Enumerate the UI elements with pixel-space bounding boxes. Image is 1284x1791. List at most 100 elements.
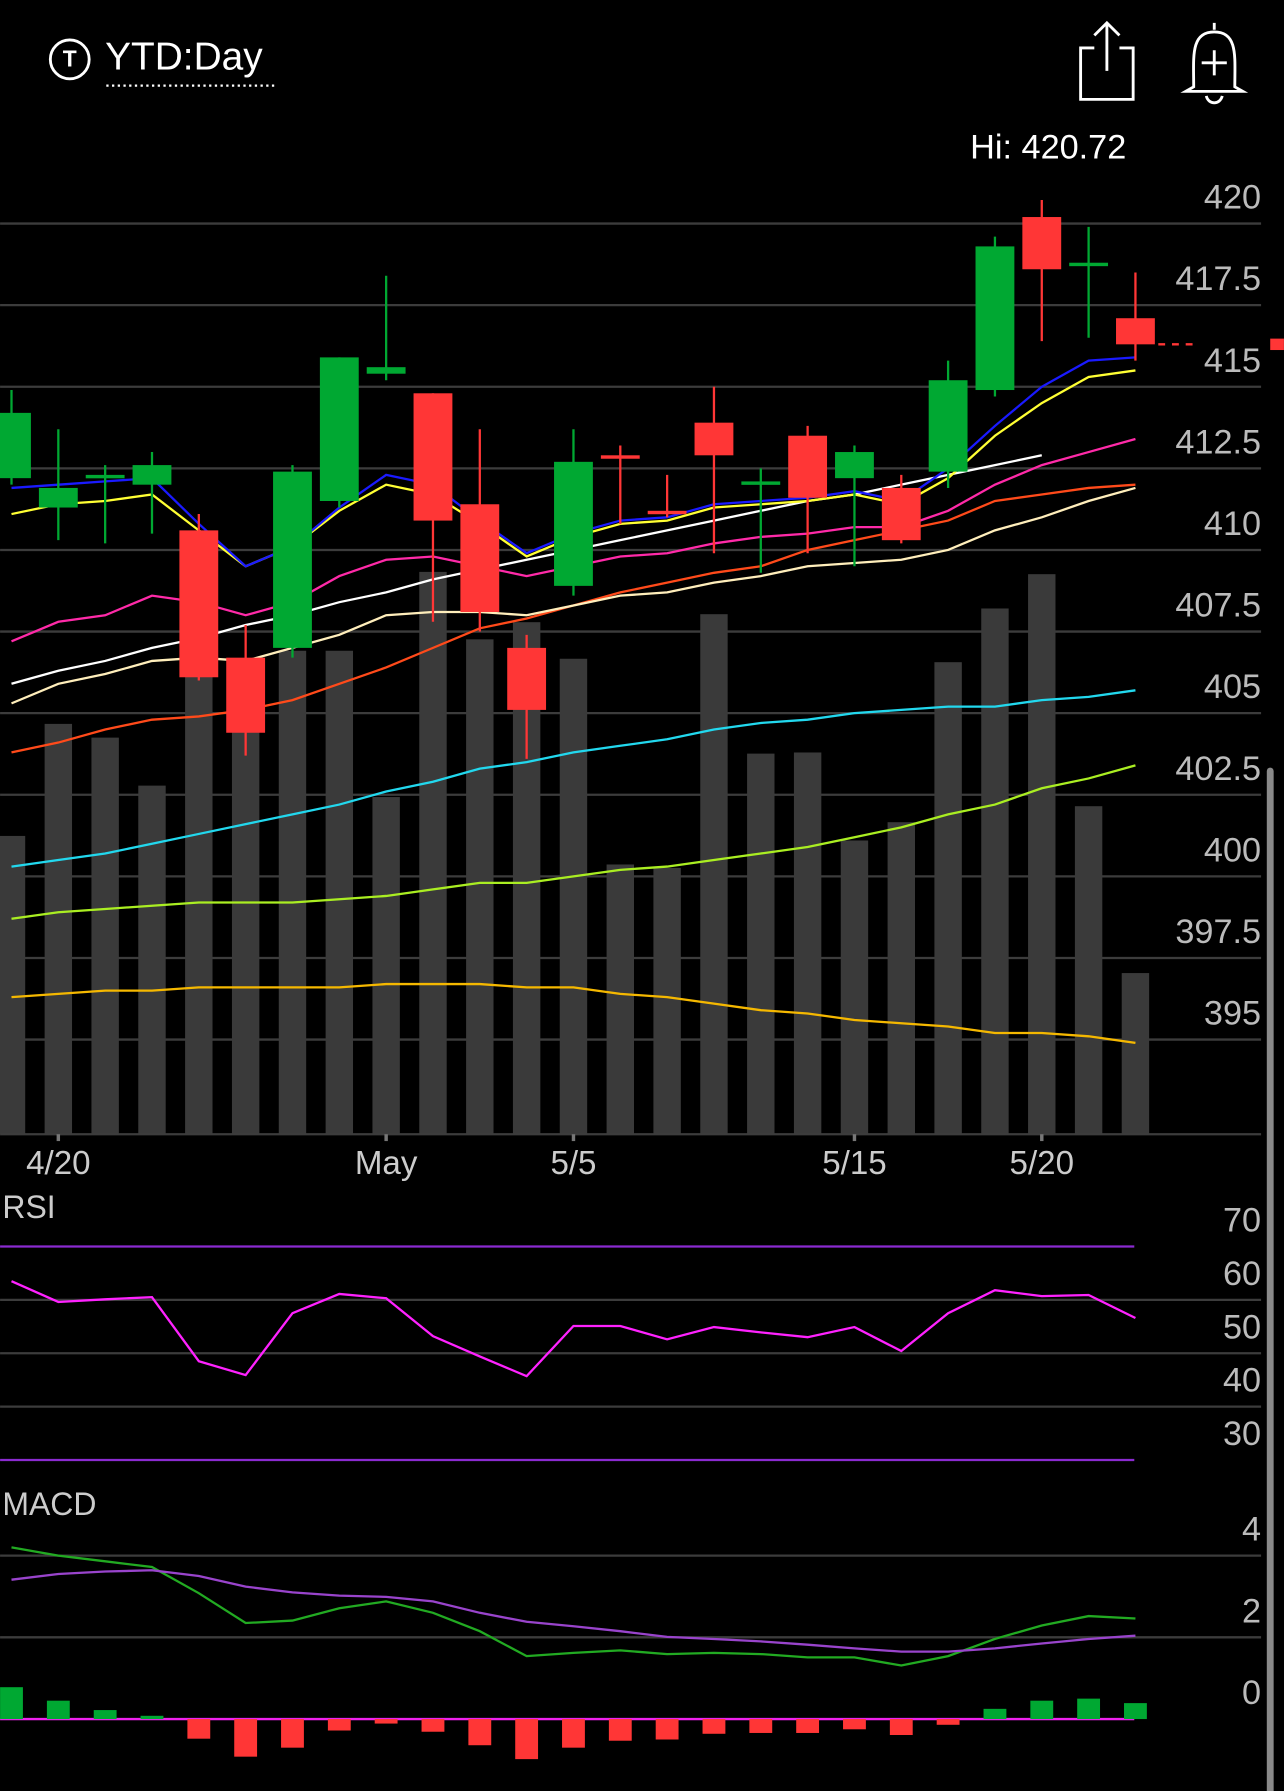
x-tick-label: 4/20 [26, 1145, 90, 1182]
volume-bar [419, 571, 447, 1135]
histogram-bar [468, 1719, 492, 1746]
y-tick-label: 415 [1204, 342, 1261, 380]
candle-body [928, 380, 968, 472]
volume-bar [185, 639, 213, 1135]
y-tick-label: 402.5 [1175, 750, 1261, 788]
volume-bar [934, 662, 962, 1135]
ticker-icon [48, 38, 91, 81]
y-tick-label: 405 [1204, 668, 1261, 706]
volume-bar [981, 608, 1009, 1135]
y-tick-label: 50 [1223, 1308, 1261, 1346]
share-button[interactable] [1079, 20, 1135, 101]
candle-body [554, 461, 593, 586]
candle-body [179, 530, 219, 678]
histogram-bar [843, 1719, 866, 1730]
share-box [1079, 46, 1135, 101]
candle-body [1022, 217, 1062, 270]
y-tick-label: 397.5 [1175, 913, 1261, 951]
x-tick-label: 5/20 [1010, 1145, 1074, 1182]
histogram-bar [889, 1719, 913, 1736]
y-tick-label: 60 [1223, 1255, 1261, 1293]
volume-bar [887, 822, 915, 1135]
candle-body [741, 481, 781, 485]
histogram-bar [749, 1719, 773, 1733]
panel-title: RSI [2, 1189, 55, 1225]
histogram-bar [46, 1700, 70, 1720]
y-tick-label: 4 [1242, 1511, 1261, 1549]
candle-body [1069, 262, 1109, 267]
indicator-line [11, 1546, 1136, 1667]
volume-bar [0, 835, 26, 1135]
x-tick-label: May [355, 1145, 418, 1182]
candle-body [38, 487, 78, 508]
histogram-bar [234, 1719, 258, 1757]
volume-bar [466, 639, 494, 1135]
histogram-bar [187, 1719, 211, 1739]
histogram-bar [983, 1708, 1007, 1720]
volume-bar [1028, 574, 1056, 1135]
histogram-bar [1077, 1698, 1101, 1720]
histogram-bar [93, 1710, 117, 1720]
indicator-line [11, 764, 1136, 920]
candle-body [0, 412, 31, 479]
histogram-bar [562, 1719, 585, 1748]
panel-title: MACD [2, 1486, 96, 1522]
y-tick-label: 40 [1223, 1362, 1261, 1400]
ticker-icon-letter: T [63, 46, 77, 72]
volume-bar [747, 753, 775, 1135]
volume-bar [1121, 973, 1150, 1135]
histogram-bar [702, 1719, 726, 1734]
volume-bar [840, 840, 869, 1135]
histogram-bar [936, 1719, 960, 1725]
histogram-bar [281, 1719, 304, 1748]
y-tick-label: 400 [1204, 831, 1261, 869]
histogram-bar [1124, 1703, 1147, 1720]
candle-body [226, 657, 266, 733]
histogram-bar [140, 1715, 164, 1720]
indicator-line [11, 689, 1136, 868]
alert-button[interactable] [1180, 22, 1249, 105]
timeframe-label: YTD:Day [105, 36, 263, 79]
timeframe-selector[interactable]: T YTD:Day [48, 36, 275, 87]
volume-bar [700, 614, 728, 1135]
x-tick-label: 5/15 [822, 1145, 886, 1182]
histogram-bar [796, 1719, 820, 1733]
histogram-bar [374, 1719, 398, 1724]
histogram-bar [327, 1719, 351, 1731]
candle-body [85, 474, 125, 479]
volume-bar [1074, 806, 1103, 1135]
y-tick-label: 395 [1204, 995, 1261, 1033]
candle-body [366, 367, 406, 374]
share-arrow [1093, 20, 1121, 71]
candle-body [694, 422, 734, 456]
y-tick-label: 30 [1223, 1415, 1261, 1453]
bell-clapper [1204, 95, 1224, 105]
candle-body [788, 435, 828, 498]
volume-bar [91, 737, 119, 1135]
candle-body [835, 452, 874, 479]
volume-bar [44, 723, 73, 1135]
volume-bar [372, 797, 400, 1135]
volume-bar [278, 650, 307, 1135]
candle-body [975, 246, 1015, 391]
y-tick-label: 407.5 [1175, 587, 1261, 625]
indicator-line [11, 1280, 1136, 1378]
volume-bar [793, 752, 822, 1135]
volume-bar [559, 658, 588, 1135]
bell-plus [1201, 50, 1227, 76]
candle-body [647, 510, 687, 515]
y-tick-label: 420 [1204, 179, 1261, 217]
scrollbar[interactable] [1266, 767, 1274, 1791]
candle-body [600, 455, 640, 459]
indicator-line [11, 982, 1136, 1044]
bell [1180, 22, 1249, 93]
y-tick-label: 417.5 [1175, 260, 1261, 298]
volume-bar [653, 867, 681, 1135]
volume-bar [606, 864, 635, 1135]
x-tick-label: 5/5 [550, 1145, 596, 1182]
histogram-bar [0, 1687, 23, 1720]
volume-bar [325, 650, 354, 1135]
